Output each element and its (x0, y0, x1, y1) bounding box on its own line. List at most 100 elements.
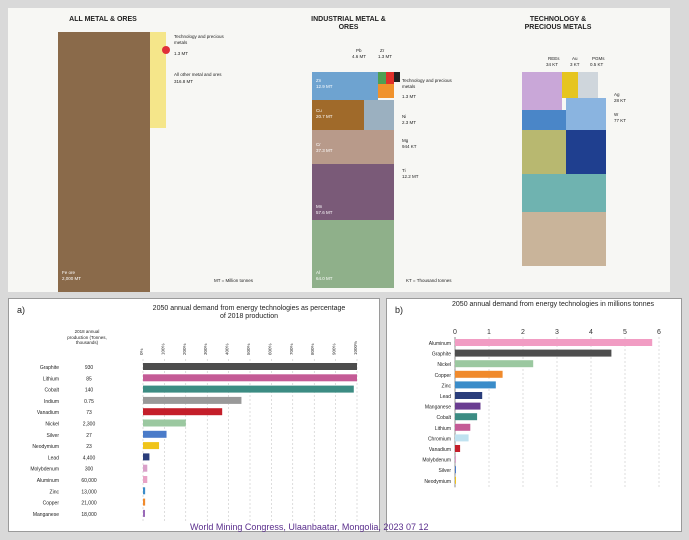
li-block (522, 130, 566, 174)
panel-a-category-label: Copper (43, 501, 60, 507)
panel-b-bar (455, 402, 481, 410)
footer-banner: World Mining Congress, Ulaanbaatar, Mong… (190, 522, 429, 532)
ag-value: 28 KT (614, 98, 627, 103)
panel-a-category-label: Lead (48, 455, 59, 461)
ti-label: Ti (402, 168, 406, 173)
panel-a-category-label: Lithium (43, 376, 59, 382)
fe-ore-block (58, 32, 150, 292)
co-block (566, 130, 606, 174)
panel-a-tick-label: 700% (289, 343, 294, 355)
zn-value: 12.9 MT (316, 84, 333, 89)
ag-label: Ag (614, 92, 620, 97)
rees-label: REEs (548, 56, 560, 61)
mg-value: 944 KT (402, 144, 417, 149)
tech-marker (162, 46, 170, 54)
panel-b-tick-label: 1 (487, 329, 491, 336)
col1-tech-value: 1.3 MT (174, 51, 189, 56)
rees-value: 34 KT (546, 62, 559, 67)
panel-a-bar (143, 396, 242, 404)
panel-b-category-label: Zinc (442, 383, 452, 389)
panel-a-bar (143, 408, 223, 416)
cu-value: 20.7 MT (316, 114, 333, 119)
panel-a-bar (143, 374, 357, 382)
panel-a-category-label: Silver (46, 433, 59, 439)
ag-block (522, 110, 566, 130)
panel-b-bar (455, 339, 653, 346)
al-label: Al (316, 270, 321, 275)
panel-a-tick-label: 0% (139, 348, 144, 355)
panel-b-category-label: Aluminum (429, 341, 451, 347)
panel-a-tick-label: 300% (203, 343, 208, 355)
panel-b-category-label: Lithium (435, 426, 451, 432)
panel-a-bar (143, 430, 167, 438)
col1-title: ALL METAL & ORES (69, 16, 137, 23)
panel-a-bar (143, 498, 146, 506)
col3-title: TECHNOLOGY & PRECIOUS METALS (524, 16, 592, 31)
panel-b-title: 2050 annual demand from energy technolog… (452, 301, 654, 308)
panel-b-tick-label: 5 (623, 329, 627, 336)
zn-label: Zn (316, 78, 322, 83)
col2-note: KT = Thousand tonnes (406, 278, 452, 283)
panel-b-tick-label: 6 (657, 329, 661, 336)
pgms-value: 0.5 KT (590, 62, 604, 67)
zn-block (312, 72, 378, 100)
panel-a-bar (143, 385, 354, 393)
pgms-block (578, 72, 598, 98)
panel-b-bar (455, 455, 457, 463)
panel-a-production-value: 300 (85, 467, 94, 473)
pb-value: 4.6 MT (352, 54, 367, 59)
panel-b-bar (455, 392, 483, 399)
panel-a-tick-label: 400% (225, 343, 230, 355)
pgms-label: PGMs (592, 56, 605, 61)
panel-a-category-label: Molybdenum (30, 467, 59, 473)
cr-block (312, 130, 394, 164)
panel-b-bar (455, 360, 534, 368)
panel-a-tick-label: 900% (332, 343, 337, 355)
panel-b-category-label: Chromium (428, 436, 451, 442)
pb-label: Pb (356, 48, 362, 53)
gr-block (522, 174, 606, 212)
panel-b-bar (455, 413, 478, 421)
panel-b-category-label: Lead (440, 394, 451, 400)
panel-b-tick-label: 2 (521, 329, 525, 336)
mn-label: Mn (316, 204, 323, 209)
col2-tech-value: 1.3 MT (402, 94, 417, 99)
w-value: 77 KT (614, 118, 627, 123)
cr-label: Cr (316, 142, 321, 147)
top-infographic: ALL METAL & ORES INDUSTRIAL METAL & ORES… (8, 8, 670, 292)
mg-label: Mg (402, 138, 409, 143)
panel-a-category-label: Manganese (33, 512, 59, 518)
zr-value: 1.3 MT (378, 54, 393, 59)
panel-b-bar (455, 423, 471, 431)
zr-label: Zr (380, 48, 385, 53)
col1-other-label: All other metal and ores (174, 72, 222, 77)
panel-a-production-value: 23 (86, 444, 92, 450)
panel-a-col-header: 2018 annual production (Tonnes, thousand… (67, 329, 107, 345)
panel-a-tick-label: 800% (310, 343, 315, 355)
panel-a-production-value: 4,400 (83, 455, 96, 461)
col2-title: INDUSTRIAL METAL & ORES (311, 16, 386, 31)
panel-a-production-value: 27 (86, 433, 92, 439)
other-metals-block (150, 32, 166, 128)
ni-block (364, 100, 394, 130)
panel-a: a) 2050 annual demand from energy techno… (8, 298, 380, 532)
tech-block-2 (378, 84, 394, 98)
panel-b-tick-label: 4 (589, 329, 593, 336)
panel-a-category-label: Cobalt (45, 388, 60, 394)
panel-b-category-label: Neodymium (424, 479, 451, 485)
panel-b: b) 2050 annual demand from energy techno… (386, 298, 682, 532)
fe-value: 2,000 MT (62, 276, 82, 281)
panel-a-tick-label: 500% (246, 343, 251, 355)
mn-block (312, 164, 394, 220)
panel-a-production-value: 21,000 (81, 501, 97, 507)
panel-b-letter: b) (395, 305, 404, 315)
panel-a-category-label: Neodymium (32, 444, 59, 450)
panel-a-bar (143, 464, 148, 472)
panel-b-bar (455, 466, 456, 474)
panel-b-category-label: Graphite (432, 352, 451, 358)
panel-a-production-value: 2,300 (83, 422, 96, 428)
ni-value: 2.3 MT (402, 120, 417, 125)
panel-b-category-label: Nickel (437, 362, 451, 368)
panel-a-category-label: Aluminum (37, 478, 59, 484)
ni-label: Ni (402, 114, 407, 119)
